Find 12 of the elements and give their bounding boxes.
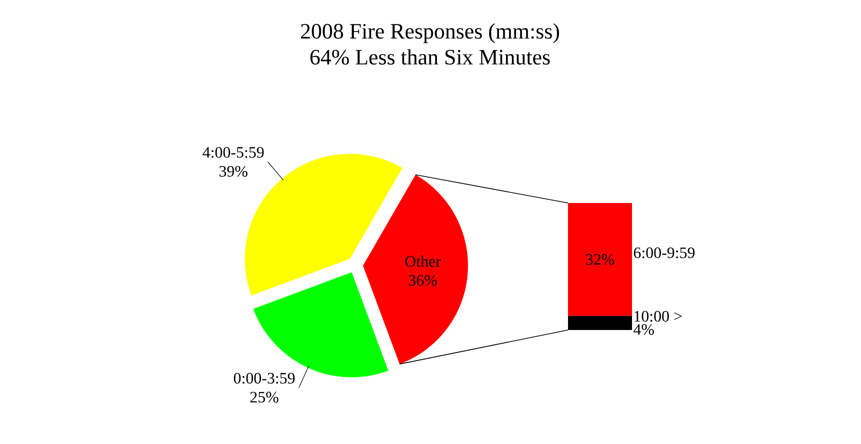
data-label: 39% [220,166,248,177]
data-label: 36% [408,274,437,286]
slice-label: 0:00-3:59 [234,372,295,384]
data-label: 32% [586,254,614,265]
slice-label: Other [405,256,441,267]
chart-title: 2008 Fire Responses (mm:ss) [300,23,560,44]
series-label: 10:00 > [634,310,682,322]
slice-label: 4:00-5:59 [202,147,264,158]
data-label: 25% [250,392,278,403]
series-label: 6:00-9:59 [634,247,695,258]
data-label: 4% [634,324,654,335]
chart-subtitle: 64% Less than Six Minutes [310,49,550,65]
